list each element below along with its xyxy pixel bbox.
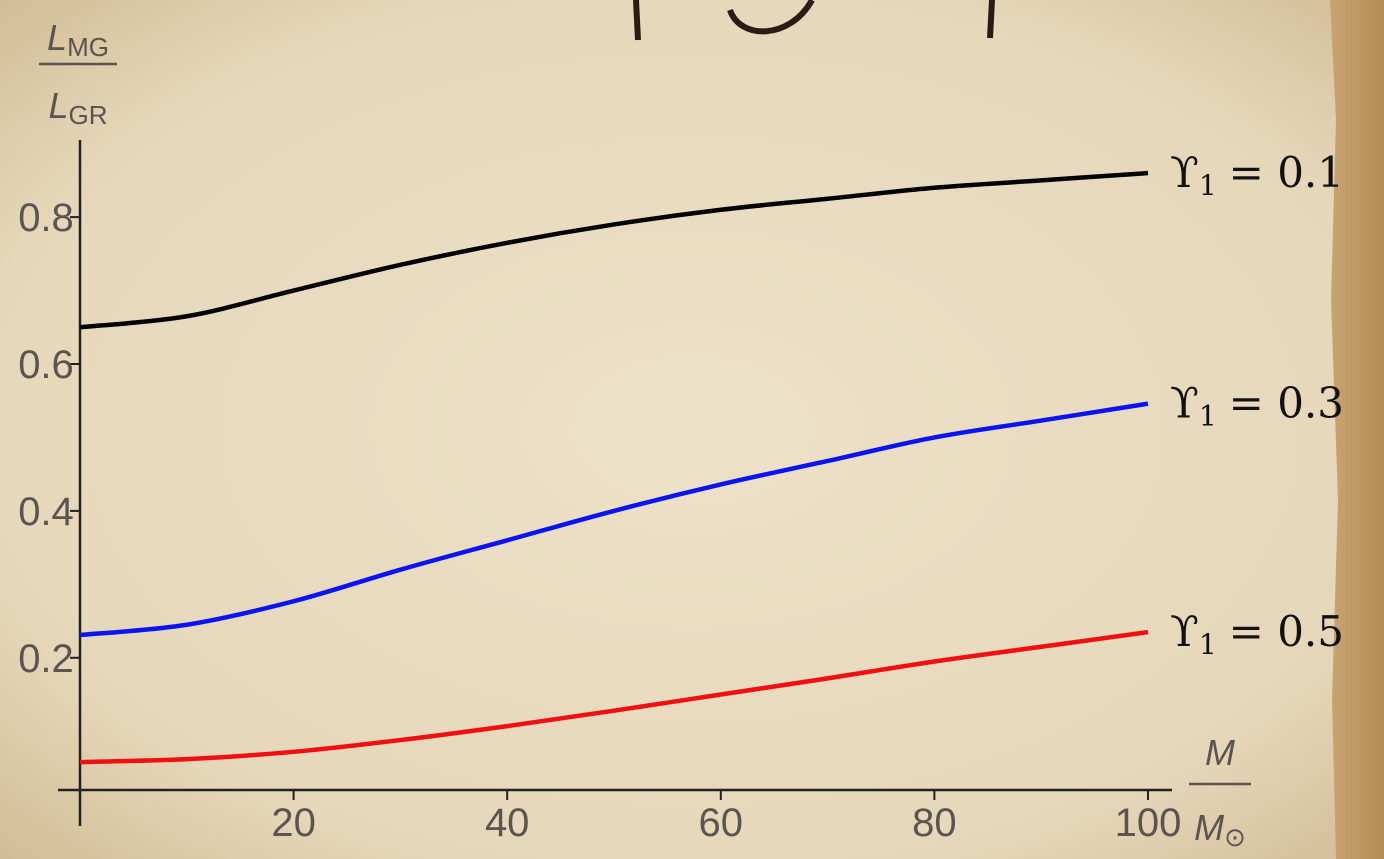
x-axis-label-letter: M bbox=[1205, 732, 1235, 773]
annotation-sub: 1 bbox=[1199, 628, 1217, 661]
x-tick-label: 80 bbox=[912, 801, 957, 845]
line-annotation: ϒ1 = 0.3 bbox=[1170, 379, 1344, 433]
annotation-symbol: ϒ bbox=[1170, 607, 1199, 656]
annotation-sub: 1 bbox=[1199, 400, 1217, 433]
annotation-text: = 0.5 bbox=[1229, 607, 1344, 656]
x-tick-label: 20 bbox=[271, 801, 316, 845]
x-axis-label-letter: M bbox=[1194, 807, 1224, 848]
x-axis-label-text: M bbox=[1205, 732, 1235, 773]
annotation-text: = 0.3 bbox=[1229, 379, 1344, 428]
y-axis-label-subscript: GR bbox=[69, 100, 108, 130]
x-tick-label: 100 bbox=[1115, 801, 1182, 845]
y-axis-label-subscript: MG bbox=[67, 32, 109, 62]
chart: 204060801000.20.40.60.8LMGLGRMM⊙ϒ1= 0.1ϒ… bbox=[0, 0, 1384, 859]
y-tick-label: 0.2 bbox=[18, 637, 74, 681]
paper-edge bbox=[1330, 0, 1384, 859]
x-tick-label: 40 bbox=[485, 801, 530, 845]
x-axis-label-subscript: ⊙ bbox=[1224, 822, 1246, 852]
y-axis-label-letter: L bbox=[48, 85, 68, 126]
y-tick-label: 0.4 bbox=[18, 490, 74, 534]
line-annotation: ϒ1 = 0.5 bbox=[1170, 607, 1344, 661]
y-axis-label-letter: L bbox=[47, 17, 67, 58]
paper-background bbox=[0, 0, 1384, 859]
y-tick-label: 0.6 bbox=[18, 343, 74, 387]
x-tick-label: 60 bbox=[699, 801, 744, 845]
y-tick-label: 0.8 bbox=[18, 196, 74, 240]
annotation-symbol: ϒ bbox=[1170, 148, 1199, 197]
annotation-sub: 1 bbox=[1199, 169, 1217, 202]
annotation-text: = 0.1 bbox=[1229, 148, 1344, 197]
line-annotation: ϒ1 = 0.1 bbox=[1170, 148, 1344, 202]
annotation-symbol: ϒ bbox=[1170, 379, 1199, 428]
